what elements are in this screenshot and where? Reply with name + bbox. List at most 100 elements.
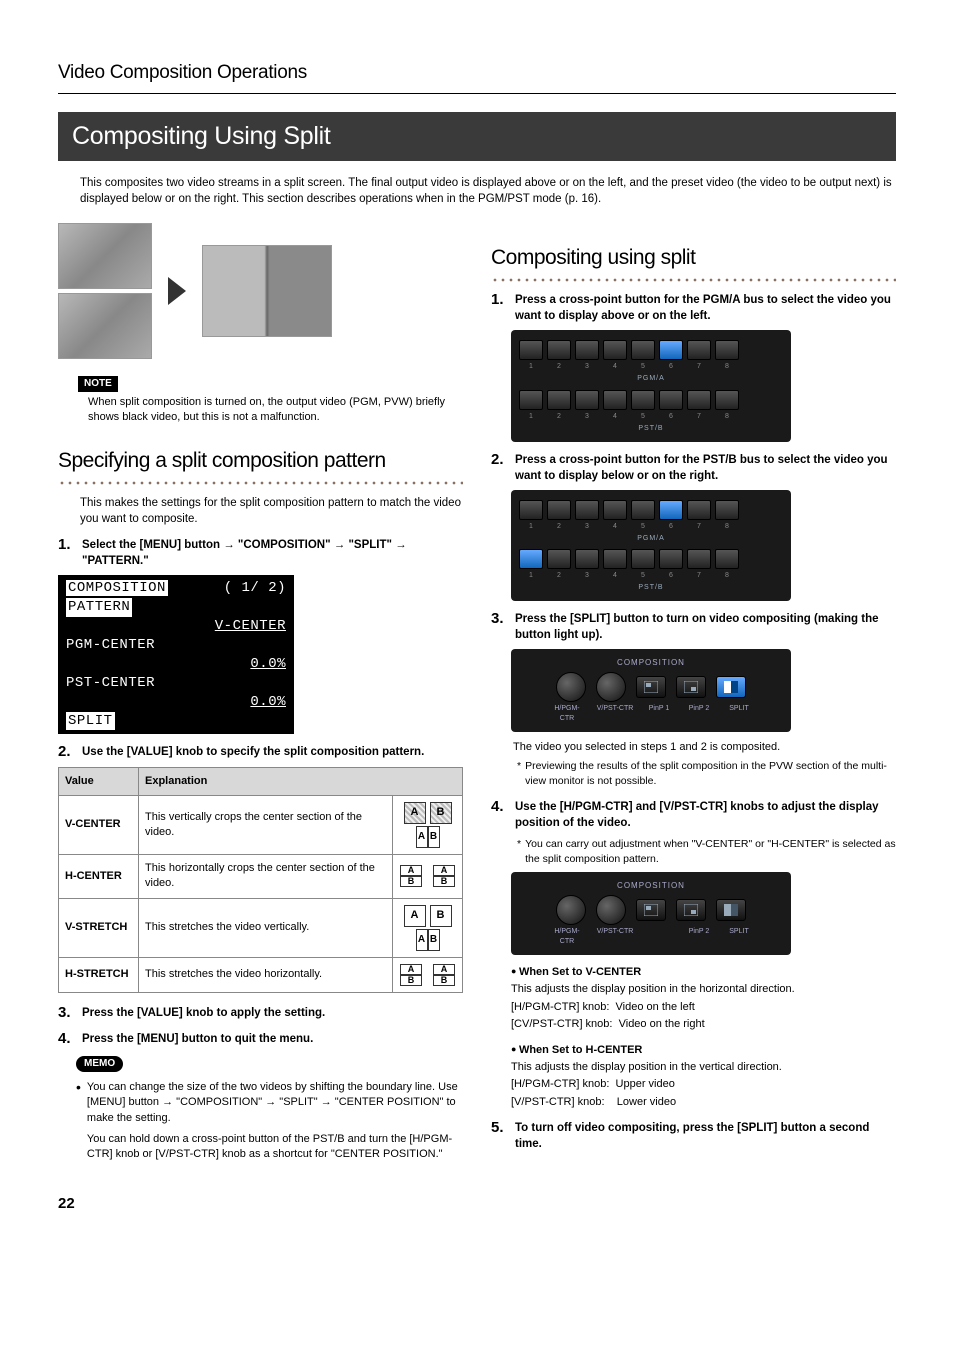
- swatch-cell: AB AB: [393, 854, 463, 898]
- step-number: 2.: [491, 452, 509, 484]
- step-text: Press the [SPLIT] button to turn on vide…: [515, 613, 879, 641]
- memo-text: You can change the size of the two video…: [87, 1081, 458, 1124]
- arrow-right-icon: [168, 277, 186, 305]
- knob-label: H/PGM-CTR: [548, 927, 586, 947]
- step-text: Use the [H/PGM-CTR] and [V/PST-CTR] knob…: [515, 801, 879, 829]
- memo-badge: MEMO: [76, 1056, 123, 1072]
- lcd-screenshot: COMPOSITION( 1/ 2)PATTERNV-CENTERPGM-CEN…: [58, 575, 294, 734]
- step-text: Press a cross-point button for the PGM/A…: [515, 294, 891, 322]
- step-number: 4.: [58, 1031, 76, 1047]
- left-step-1: 1. Select the [MENU] button → "COMPOSITI…: [58, 537, 463, 569]
- left-step-3: 3. Press the [VALUE] knob to apply the s…: [58, 1005, 463, 1021]
- running-head: Video Composition Operations: [58, 60, 896, 87]
- note-badge: NOTE: [78, 376, 118, 392]
- panel-label: PST/B: [519, 424, 783, 434]
- left-step-4: 4. Press the [MENU] button to quit the m…: [58, 1031, 463, 1047]
- right-step-4: 4. Use the [H/PGM-CTR] and [V/PST-CTR] k…: [491, 799, 896, 831]
- crosspoint-panel-pst: 12345678 PGM/A 12345678 PST/B: [511, 490, 791, 601]
- btn-label: PinP 1: [644, 704, 674, 724]
- pinp2-button-icon: [676, 676, 706, 698]
- step-text: Press the [VALUE] knob to apply the sett…: [82, 1007, 325, 1019]
- hcenter-line2: [V/PST-CTR] knob: Lower video: [491, 1095, 896, 1110]
- page-title: Compositing Using Split: [58, 112, 896, 161]
- step-number: 5.: [491, 1120, 509, 1152]
- value-cell: H-CENTER: [59, 854, 139, 898]
- swatch-cell: AB AB: [393, 957, 463, 992]
- pinp1-button-icon: [636, 899, 666, 921]
- split-button-icon: [716, 676, 746, 698]
- composition-panel-knobs: COMPOSITION H/PGM-CTR V/PST-CTR PinP 2 S…: [511, 872, 791, 955]
- table-row: V-CENTER This vertically crops the cente…: [59, 795, 463, 854]
- vcenter-line1: [H/PGM-CTR] knob: Video on the left: [491, 1000, 896, 1015]
- step-number: 3.: [58, 1005, 76, 1021]
- example-photo-b: [58, 293, 152, 359]
- panel-label: PGM/A: [519, 534, 783, 544]
- panel-label: PST/B: [519, 583, 783, 593]
- btn-label: SPLIT: [724, 927, 754, 947]
- step-number: 1.: [58, 537, 76, 569]
- knob-icon: [596, 895, 626, 925]
- step-text: Press a cross-point button for the PST/B…: [515, 454, 888, 482]
- expl-cell: This stretches the video horizontally.: [139, 957, 393, 992]
- memo-bullet: • You can change the size of the two vid…: [58, 1080, 463, 1163]
- knob-label: V/PST-CTR: [596, 927, 634, 947]
- col-header: Explanation: [139, 767, 463, 795]
- knob-label: H/PGM-CTR: [548, 704, 586, 724]
- intro-text: This composites two video streams in a s…: [58, 175, 896, 207]
- after-step3-b: *Previewing the results of the split com…: [491, 759, 896, 788]
- expl-cell: This stretches the video vertically.: [139, 898, 393, 957]
- btn-label: SPLIT: [724, 704, 754, 724]
- table-row: H-STRETCH This stretches the video horiz…: [59, 957, 463, 992]
- panel-label: PGM/A: [519, 374, 783, 384]
- knob-label: V/PST-CTR: [596, 704, 634, 724]
- hcenter-line1: [H/PGM-CTR] knob: Upper video: [491, 1077, 896, 1092]
- left-column: NOTE When split composition is turned on…: [58, 223, 463, 1163]
- right-column: Compositing using split 1. Press a cross…: [491, 223, 896, 1163]
- note-text: When split composition is turned on, the…: [58, 395, 463, 426]
- step-number: 4.: [491, 799, 509, 831]
- btn-label: PinP 2: [684, 704, 714, 724]
- dotted-rule: [58, 481, 463, 485]
- right-step-5: 5. To turn off video compositing, press …: [491, 1120, 896, 1152]
- left-step-2: 2. Use the [VALUE] knob to specify the s…: [58, 744, 463, 760]
- step-number: 1.: [491, 292, 509, 324]
- vcenter-line2: [CV/PST-CTR] knob: Video on the right: [491, 1017, 896, 1032]
- example-photo-a: [58, 223, 152, 289]
- right-step-1: 1. Press a cross-point button for the PG…: [491, 292, 896, 324]
- dotted-rule: [491, 278, 896, 282]
- left-lead: This makes the settings for the split co…: [58, 495, 463, 527]
- vcenter-desc: This adjusts the display position in the…: [491, 982, 896, 997]
- knob-icon: [556, 895, 586, 925]
- composition-panel-split: COMPOSITION H/PGM-CTR V/PST-CTR PinP 1 P…: [511, 649, 791, 732]
- example-images: [58, 223, 463, 359]
- knob-icon: [596, 672, 626, 702]
- step-text: Use the [VALUE] knob to specify the spli…: [82, 746, 424, 758]
- value-cell: V-CENTER: [59, 795, 139, 854]
- pattern-table: ValueExplanation V-CENTER This verticall…: [58, 767, 463, 993]
- table-row: V-STRETCH This stretches the video verti…: [59, 898, 463, 957]
- pinp2-button-icon: [676, 899, 706, 921]
- page-number: 22: [58, 1193, 896, 1214]
- step-number: 2.: [58, 744, 76, 760]
- expl-cell: This horizontally crops the center secti…: [139, 854, 393, 898]
- step-text: Press the [MENU] button to quit the menu…: [82, 1033, 313, 1045]
- table-row: H-CENTER This horizontally crops the cen…: [59, 854, 463, 898]
- right-step-2: 2. Press a cross-point button for the PS…: [491, 452, 896, 484]
- after-step3-a: The video you selected in steps 1 and 2 …: [491, 740, 896, 755]
- step-text: To turn off video compositing, press the…: [515, 1122, 869, 1150]
- swatch-cell: ABAB: [393, 795, 463, 854]
- pinp1-button-icon: [636, 676, 666, 698]
- vcenter-head: When Set to V-CENTER: [491, 965, 896, 980]
- split-button-icon: [716, 899, 746, 921]
- left-subhead: Specifying a split composition pattern: [58, 446, 463, 475]
- swatch-cell: ABAB: [393, 898, 463, 957]
- panel-header: COMPOSITION: [521, 657, 781, 668]
- right-subhead: Compositing using split: [491, 243, 896, 272]
- panel-header: COMPOSITION: [521, 880, 781, 891]
- example-photo-combined: [202, 245, 332, 337]
- right-step-3: 3. Press the [SPLIT] button to turn on v…: [491, 611, 896, 643]
- step-text: Select the [MENU] button → "COMPOSITION"…: [82, 539, 407, 567]
- memo-tail: You can hold down a cross-point button o…: [87, 1132, 463, 1163]
- expl-cell: This vertically crops the center section…: [139, 795, 393, 854]
- hcenter-head: When Set to H-CENTER: [491, 1043, 896, 1058]
